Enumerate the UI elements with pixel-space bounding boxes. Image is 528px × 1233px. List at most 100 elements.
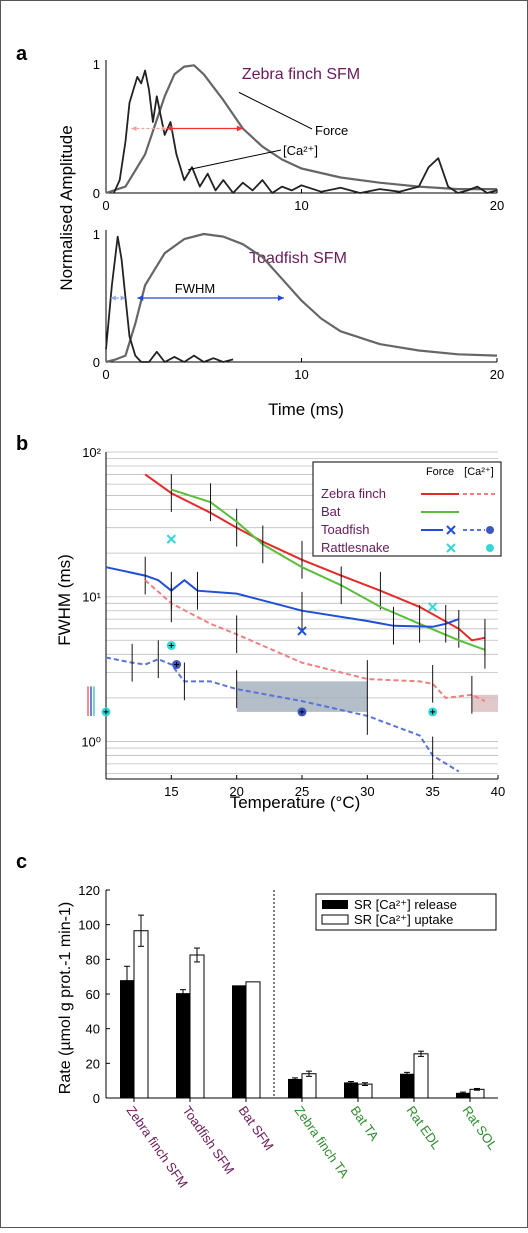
c-bar-release [176, 993, 190, 1098]
b-xtick-label: 15 [164, 784, 178, 799]
a-bottom-ca-line [105, 235, 234, 363]
a-bottom-force-line [105, 232, 498, 364]
force-pointer-line [238, 91, 313, 130]
panel-c-label: c [16, 851, 27, 873]
panel-a-top-title: Zebra finch SFM [242, 66, 360, 83]
c-bar-release [344, 1082, 358, 1098]
b-toadfish-ca-marker-0-center [174, 662, 180, 668]
a-top-ytick-label: 1 [93, 57, 100, 72]
b-rattlesnake-ca-marker-1-center [430, 709, 436, 715]
b-rattlesnake-force-marker-1 [427, 602, 438, 612]
b-series-force-toadfish [105, 566, 460, 628]
a-bottom-xtick-label: 10 [294, 367, 308, 382]
c-ytick-label: 20 [86, 1056, 100, 1071]
a-bottom-ca-arrowhead [120, 295, 126, 301]
a-bottom-ytick-label: 1 [93, 227, 100, 242]
b-legend-rattlesnake-cross [446, 543, 456, 553]
c-legend-release: SR [Ca²⁺] release [354, 897, 457, 912]
b-legend-header-ca: [Ca²⁺] [464, 466, 494, 478]
c-ytick-label: 100 [78, 918, 100, 933]
a-bottom-force-arrowhead [277, 295, 284, 301]
c-ytick-label: 40 [86, 1022, 100, 1037]
c-bar-release [400, 1073, 414, 1098]
a-top-ca-arrowhead [161, 126, 167, 131]
a-top-xtick-label: 0 [102, 198, 109, 213]
panel-a-label: a [16, 43, 28, 65]
b-rattlesnake-force-marker-0 [166, 534, 177, 544]
b-series-force-bat [170, 488, 486, 651]
b-legend-header-force: Force [426, 466, 454, 478]
b-series-ca-toadfish [105, 656, 460, 773]
b-legend-box [312, 461, 502, 557]
b-legend-entry-0: Zebra finch [321, 486, 386, 501]
b-ytick-label: 10² [82, 445, 101, 460]
c-ytick-label: 120 [78, 883, 100, 898]
panel-a-xlabel: Time (ms) [268, 400, 344, 419]
c-bar-release [232, 985, 246, 1098]
a-top-force-arrowhead [166, 125, 173, 132]
a-bottom-force-arrowhead [137, 295, 144, 301]
a-bottom-xtick-label: 0 [102, 367, 109, 382]
a-top-force-line [105, 64, 497, 195]
b-ytick-label: 10¹ [82, 590, 101, 605]
b-xtick-label: 30 [360, 784, 374, 799]
c-bar-uptake [133, 930, 149, 1099]
a-bottom-ca-arrowhead [110, 295, 116, 301]
c-bar-release [456, 1092, 470, 1098]
panel-b-label: b [16, 433, 28, 455]
c-bar-uptake [245, 981, 261, 1099]
a-top-xtick-label: 20 [490, 198, 504, 213]
c-ytick-label: 0 [93, 1091, 100, 1106]
b-toadfish-ca-marker-1-center [299, 709, 305, 715]
c-legend-swatch-release [322, 900, 348, 909]
c-bar-release [120, 980, 134, 1098]
b-legend-rattlesnake-ca-marker [486, 544, 494, 552]
panel-a-ylabel: Normalised Amplitude [57, 125, 76, 290]
c-legend-swatch-uptake [321, 914, 349, 925]
b-legend-entry-3: Rattlesnake [321, 540, 390, 555]
panel-b-plot: 15 20 25 30 35 40 10⁰ 10¹ 10² Force [Ca²⁺] Zebra fi… [81, 445, 505, 799]
b-xtick-label: 35 [425, 784, 439, 799]
b-xtick-label: 40 [491, 784, 505, 799]
panel-b-ylabel: FWHM (ms) [55, 554, 74, 646]
a-top-force-arrowhead [236, 125, 243, 132]
b-rattlesnake-ca-marker-0-center [168, 643, 174, 649]
force-annotation: Force [315, 123, 348, 138]
a-bottom-xtick-label: 20 [490, 367, 504, 382]
b-series-ca-zebra-finch [144, 579, 486, 702]
fwhm-annotation: FWHM [175, 281, 215, 296]
c-bar-uptake [189, 954, 205, 1099]
b-legend-entry-2: Toadfish [321, 522, 369, 537]
b-shaded-region-1 [471, 694, 498, 712]
b-xtick-label: 25 [295, 784, 309, 799]
panel-b-xlabel: Temperature (°C) [230, 793, 361, 812]
b-ytick-label: 10⁰ [81, 734, 101, 749]
panel-c-ylabel: Rate (µmol g prot.-1 min-1) [57, 902, 74, 1094]
c-legend-uptake: SR [Ca²⁺] uptake [354, 912, 453, 927]
c-bar-release [288, 1078, 302, 1098]
b-legend-toadfish-cross [446, 525, 456, 535]
c-bar-uptake [301, 1073, 317, 1099]
c-ytick-label: 60 [86, 987, 100, 1002]
a-top-ytick-label: 0 [93, 186, 100, 201]
b-shaded-region-0 [236, 681, 368, 712]
panel-a-bottom-title: Toadfish SFM [249, 250, 347, 267]
ca-pointer-line [188, 149, 282, 171]
b-legend-toadfish-ca-marker [486, 526, 494, 534]
c-bar-uptake [413, 1053, 429, 1099]
c-bar-uptake [357, 1083, 373, 1099]
b-toadfish-force-marker [297, 626, 307, 636]
a-top-ca-line [112, 69, 498, 194]
b-legend-entry-1: Bat [321, 504, 341, 519]
b-xtick-label: 20 [229, 784, 243, 799]
b-rattlesnake-ca-marker-2-center [103, 709, 109, 715]
a-top-ca-arrowhead [131, 126, 137, 131]
a-top-xtick-label: 10 [294, 198, 308, 213]
a-bottom-ytick-label: 0 [93, 355, 100, 370]
ca-annotation: [Ca²⁺] [283, 143, 318, 158]
b-series-force-zebra-finch [144, 473, 486, 642]
